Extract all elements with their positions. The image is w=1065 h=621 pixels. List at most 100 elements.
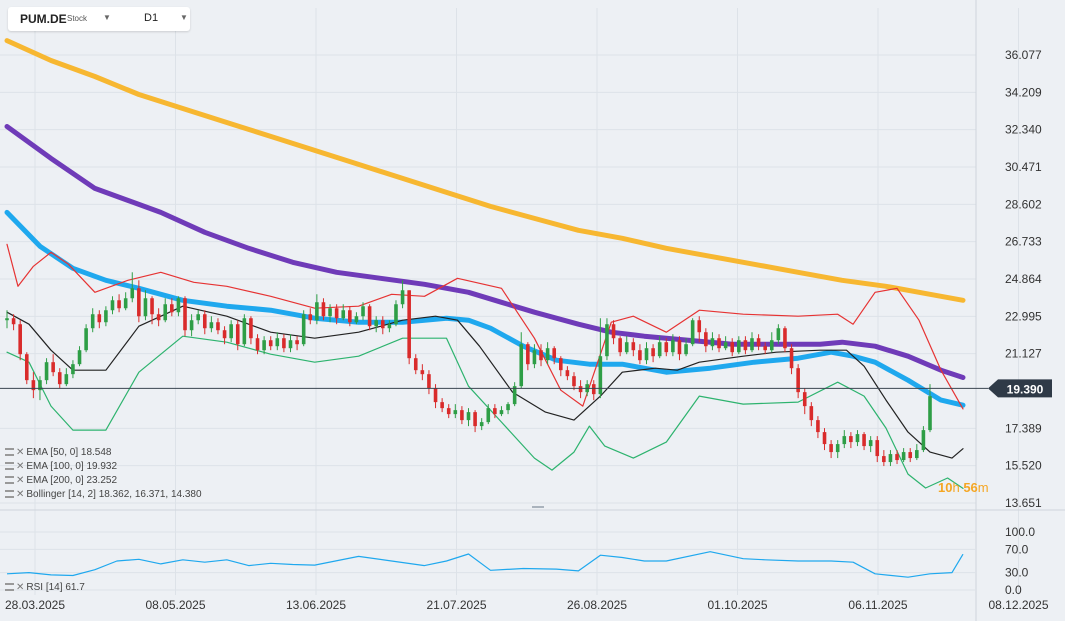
candle-body xyxy=(875,440,880,457)
candle-body xyxy=(446,408,451,415)
settings-icon[interactable] xyxy=(5,462,14,471)
remove-icon[interactable]: ✕ xyxy=(16,461,25,472)
candle-body xyxy=(763,346,767,351)
candle-body xyxy=(117,300,121,309)
candle-body xyxy=(24,354,29,381)
date-axis-label: 13.06.2025 xyxy=(286,598,346,612)
bollinger-middle-line xyxy=(6,305,964,459)
rsi-axis-label: 100.0 xyxy=(1005,525,1035,539)
candle-body xyxy=(499,410,504,415)
candle-body xyxy=(407,290,411,359)
candle-body xyxy=(605,324,609,357)
candle-body xyxy=(545,348,550,361)
candle-body xyxy=(809,406,814,421)
candle-body xyxy=(684,344,688,355)
settings-icon[interactable] xyxy=(5,583,14,592)
candle-body xyxy=(90,314,95,329)
candle-body xyxy=(51,362,55,373)
candle-body xyxy=(38,380,42,391)
symbol-selector[interactable]: PUM.DE Stock ▼ D1 ▼ xyxy=(8,7,190,31)
candle-body xyxy=(308,314,313,321)
remove-icon[interactable]: ✕ xyxy=(16,489,25,500)
legend-rsi[interactable]: ✕ RSI [14] 61.7 xyxy=(5,581,85,595)
candle-body xyxy=(301,314,306,345)
ema-100-0-line xyxy=(4,124,966,380)
candle-body xyxy=(704,332,708,347)
settings-icon[interactable] xyxy=(5,476,14,485)
candle-body xyxy=(367,306,372,327)
candle-body xyxy=(387,324,392,329)
candle-body xyxy=(97,314,102,323)
candle-body xyxy=(380,320,385,329)
remove-icon[interactable]: ✕ xyxy=(16,447,25,458)
candle-body xyxy=(249,318,253,339)
candle-body xyxy=(526,344,530,365)
candle-body xyxy=(532,350,537,365)
candle-body xyxy=(796,368,800,393)
candle-body xyxy=(156,314,161,321)
candle-body xyxy=(921,430,926,451)
candle-body xyxy=(77,350,82,365)
legend-ema-200[interactable]: ✕ EMA [200, 0] 23.252 xyxy=(5,474,117,488)
date-axis-label: 06.11.2025 xyxy=(848,598,907,612)
candle-body xyxy=(235,324,240,345)
candle-body xyxy=(473,412,477,427)
candle-body xyxy=(453,410,458,415)
symbol-name: PUM.DE xyxy=(20,12,67,26)
candle-body xyxy=(710,338,715,347)
candle-body xyxy=(295,340,299,345)
candle-body xyxy=(908,452,913,459)
price-axis-label: 22.995 xyxy=(1005,309,1042,323)
candle-body xyxy=(176,298,181,313)
candle-body xyxy=(170,304,174,313)
price-axis-label: 26.733 xyxy=(1005,235,1042,249)
candle-body xyxy=(413,358,418,371)
timeframe-dropdown-chevron-icon[interactable]: ▼ xyxy=(180,13,188,22)
symbol-type: Stock xyxy=(67,14,88,23)
bollinger-lower-line xyxy=(6,335,964,489)
candle-body xyxy=(196,314,200,321)
legend-ema-50[interactable]: ✕ EMA [50, 0] 18.548 xyxy=(5,446,111,460)
candle-body xyxy=(255,338,260,351)
legend-bollinger[interactable]: ✕ Bollinger [14, 2] 18.362, 16.371, 14.38… xyxy=(5,488,202,502)
bollinger-upper-line xyxy=(6,243,964,410)
candle-body xyxy=(315,302,319,321)
candle-body xyxy=(216,322,220,331)
price-axis-label: 34.209 xyxy=(1005,85,1042,99)
price-axis-label: 24.864 xyxy=(1005,272,1042,286)
candle-body xyxy=(202,314,207,329)
symbol-dropdown-chevron-icon[interactable]: ▼ xyxy=(103,13,111,22)
pane-resize-handle[interactable] xyxy=(532,506,544,508)
candle-body xyxy=(189,320,194,331)
candle-body xyxy=(110,300,115,311)
candle-body xyxy=(730,342,735,353)
candle-body xyxy=(354,316,359,323)
remove-icon[interactable]: ✕ xyxy=(16,475,25,486)
candle-body xyxy=(624,342,629,353)
candle-body xyxy=(420,370,425,375)
candle-body xyxy=(651,348,655,357)
settings-icon[interactable] xyxy=(5,448,14,457)
candle-countdown-timer: 10h 56m xyxy=(938,480,989,495)
candle-body xyxy=(756,338,761,347)
candle-body xyxy=(506,404,510,411)
candle-body xyxy=(901,452,906,461)
legend-ema-100[interactable]: ✕ EMA [100, 0] 19.932 xyxy=(5,460,117,474)
candle-body xyxy=(559,358,563,371)
date-axis-label: 26.08.2025 xyxy=(567,598,627,612)
candle-body xyxy=(5,318,9,321)
remove-icon[interactable]: ✕ xyxy=(16,582,25,593)
candle-body xyxy=(697,320,702,333)
last-price-value: 19.390 xyxy=(1007,382,1044,396)
candle-body xyxy=(928,396,932,431)
candle-body xyxy=(427,374,431,389)
candle-body xyxy=(104,310,108,323)
candle-body xyxy=(31,380,36,391)
candle-body xyxy=(493,408,497,415)
candle-body xyxy=(18,324,22,355)
candle-body xyxy=(618,338,622,353)
timeframe-value: D1 xyxy=(144,12,159,24)
settings-icon[interactable] xyxy=(5,490,14,499)
candle-body xyxy=(11,318,16,325)
